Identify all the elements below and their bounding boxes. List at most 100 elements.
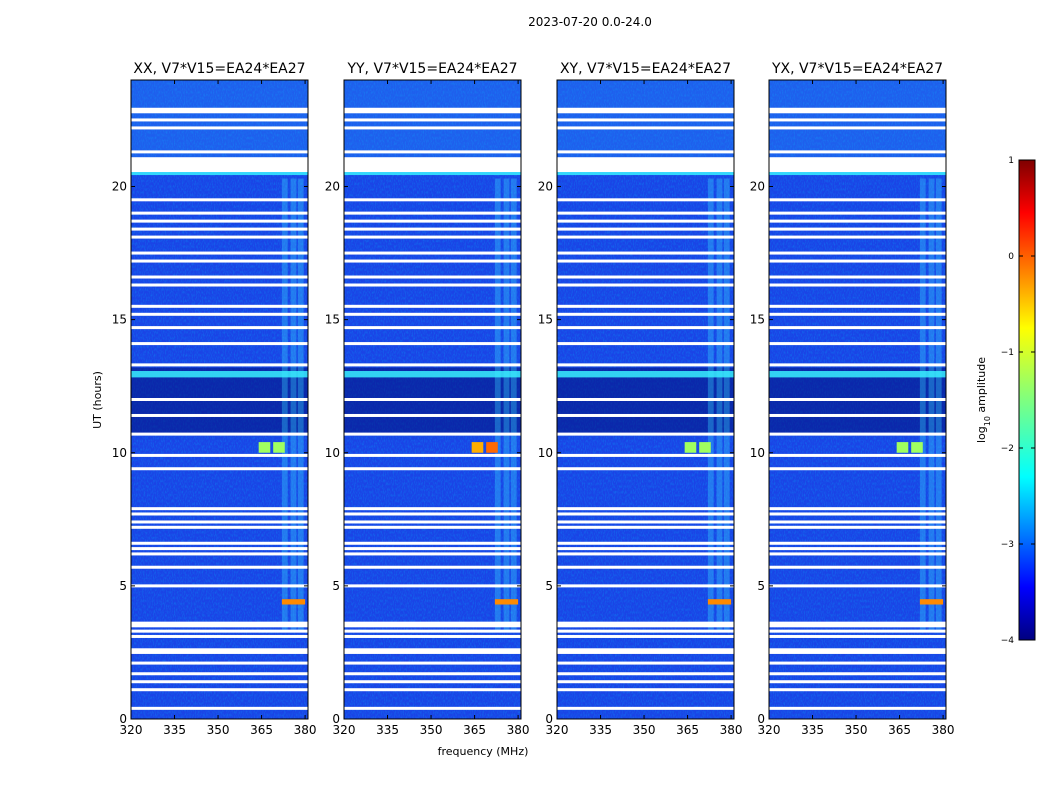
flag-row-6 — [344, 650, 521, 654]
flag-row-11 — [769, 621, 946, 625]
flag-row-13 — [131, 565, 308, 569]
flag-row-16 — [131, 541, 308, 545]
cal-row-1 — [344, 371, 521, 378]
hot-band — [919, 599, 944, 605]
flag-row-18 — [557, 520, 734, 524]
flag-row-9 — [769, 629, 946, 633]
flag-row-44 — [131, 118, 308, 122]
flag-row-29 — [344, 312, 521, 316]
panel-frame — [343, 79, 522, 720]
panel-diffuse — [769, 80, 946, 168]
flag-row-36 — [557, 227, 734, 231]
x-tick-label: 350 — [420, 723, 443, 737]
x-tick-label: 365 — [888, 723, 911, 737]
flag-row-4 — [769, 672, 946, 676]
bright-patch-b — [699, 442, 711, 453]
flag-row-34 — [769, 251, 946, 255]
flag-row-35 — [131, 235, 308, 239]
flag-row-7 — [769, 648, 946, 652]
cal-row-1 — [557, 371, 734, 378]
y-tick-label: 10 — [750, 446, 765, 460]
flag-row-34 — [344, 251, 521, 255]
figure-suptitle: 2023-07-20 0.0-24.0 — [528, 15, 652, 29]
flag-row-18 — [131, 520, 308, 524]
flag-row-28 — [131, 326, 308, 330]
flag-row-24 — [557, 413, 734, 417]
x-tick-label: 335 — [589, 723, 612, 737]
flag-row-43 — [557, 126, 734, 130]
panel-1: XX, V7*V15=EA24*EA27 320 335 350 365 380 0 5 10 1… — [112, 61, 317, 737]
flag-row-27 — [131, 342, 308, 346]
flag-row-27 — [557, 342, 734, 346]
flag-row-16 — [344, 541, 521, 545]
x-tick-label: 335 — [801, 723, 824, 737]
x-tick-label: 350 — [845, 723, 868, 737]
bright-patch-b — [486, 442, 498, 453]
y-tick-label: 10 — [112, 446, 127, 460]
flag-row-14 — [769, 552, 946, 556]
flag-row-4 — [131, 672, 308, 676]
flag-row-18 — [344, 520, 521, 524]
colorbar-label: log10 amplitude — [975, 357, 992, 443]
flag-row-19 — [769, 512, 946, 516]
flag-row-9 — [557, 629, 734, 633]
bright-patch-a — [684, 442, 697, 453]
bright-patch-b — [273, 442, 285, 453]
flag-row-26 — [769, 363, 946, 367]
y-axis-label: UT (hours) — [91, 371, 104, 429]
flag-gap-large — [557, 157, 734, 171]
flag-row-22 — [131, 453, 308, 457]
flag-row-1 — [557, 706, 734, 710]
rfi-stripe-1 — [707, 178, 714, 632]
flag-row-38 — [557, 211, 734, 215]
flag-row-14 — [131, 552, 308, 556]
y-tick-label: 5 — [545, 579, 553, 593]
flag-row-30 — [344, 304, 521, 308]
flag-row-26 — [557, 363, 734, 367]
flag-row-13 — [344, 565, 521, 569]
panel-title: XX, V7*V15=EA24*EA27 — [133, 61, 305, 77]
x-tick-label: 320 — [758, 723, 781, 737]
y-tick-label: 15 — [750, 313, 765, 327]
flag-row-28 — [557, 326, 734, 330]
flag-row-36 — [769, 227, 946, 231]
flag-row-38 — [131, 211, 308, 215]
flag-row-44 — [557, 118, 734, 122]
panel-diffuse — [557, 80, 734, 168]
flag-row-25 — [769, 398, 946, 401]
flag-row-2 — [131, 688, 308, 692]
flag-row-23 — [769, 432, 946, 436]
x-tick-label: 365 — [463, 723, 486, 737]
panel-diffuse — [131, 80, 308, 168]
flag-row-21 — [344, 467, 521, 471]
flag-row-16 — [769, 541, 946, 545]
bright-patch-a — [258, 442, 271, 453]
panel-diffuse — [344, 80, 521, 168]
flag-row-11 — [344, 621, 521, 625]
flag-row-44 — [769, 118, 946, 122]
flag-row-23 — [131, 432, 308, 436]
flag-row-22 — [344, 453, 521, 457]
panels-group: XX, V7*V15=EA24*EA27 320 335 350 365 380 0 5 10 1… — [112, 61, 955, 737]
colorbar-gradient — [1018, 159, 1036, 641]
rfi-stripe-2 — [716, 178, 723, 632]
flag-row-33 — [769, 259, 946, 263]
flag-row-24 — [769, 413, 946, 417]
flag-row-3 — [769, 680, 946, 684]
bright-patch-b — [911, 442, 923, 453]
hot-band — [281, 599, 306, 605]
panel-2: YY, V7*V15=EA24*EA27 320 335 350 365 380 0 5 10 1… — [325, 61, 530, 737]
flag-gap-large — [344, 157, 521, 171]
flag-row-21 — [769, 467, 946, 471]
colorbar-tick-label: −3 — [1001, 540, 1014, 550]
flag-row-20 — [344, 507, 521, 511]
flag-row-8 — [344, 634, 521, 638]
panel-frame — [768, 79, 947, 720]
flag-row-11 — [557, 621, 734, 625]
hot-band — [494, 599, 519, 605]
colorbar-label-rest: amplitude — [975, 357, 988, 416]
flag-row-10 — [131, 624, 308, 628]
flag-row-15 — [344, 547, 521, 551]
flag-row-23 — [344, 432, 521, 436]
flag-row-25 — [131, 398, 308, 401]
